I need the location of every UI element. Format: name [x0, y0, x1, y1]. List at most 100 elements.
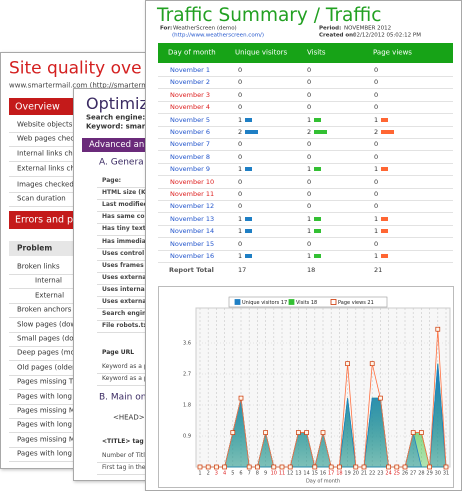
x-tick-label: 11 [279, 471, 285, 477]
x-axis-title: Day of month [306, 479, 340, 485]
x-tick-label: 21 [361, 471, 367, 477]
point-marker [255, 464, 260, 470]
cell-value: 0 [307, 90, 312, 99]
legend-swatch [234, 299, 241, 305]
cell-value: 1 [374, 115, 379, 124]
info-label: Created on: [319, 32, 356, 39]
site-url: (http://www.weatherscreen.com/) [172, 32, 265, 39]
row-label: First tag in the [102, 464, 146, 471]
y-tick-label: 2.7 [183, 372, 191, 378]
value-bar [381, 229, 388, 234]
row-label: Pages missing M [17, 406, 75, 415]
day-label: November 6 [170, 127, 211, 136]
cell-value: 1 [238, 251, 243, 260]
row-label: Scan duration [17, 194, 66, 203]
row-label: Website objects [17, 120, 73, 129]
row-label: <TITLE> tag [102, 438, 144, 445]
page-title: Site quality ove [9, 58, 142, 79]
point-marker [320, 430, 326, 435]
row-line [158, 162, 453, 164]
row-line [158, 262, 453, 263]
x-tick-label: 25 [394, 471, 400, 477]
row-label: Has same colo [102, 213, 151, 221]
x-tick-label: 20 [353, 471, 359, 477]
legend-swatch [330, 299, 337, 305]
legend-label: Unique visitors 17 [242, 300, 287, 306]
cell-value: 1 [238, 226, 243, 235]
row-line [158, 76, 453, 77]
value-bar [381, 167, 388, 172]
traffic-summary-page: Traffic Summary / Traffic For: WeatherScre… [145, 0, 462, 491]
x-tick-label: 14 [303, 471, 309, 477]
sub-title: <HEAD> e [113, 413, 152, 422]
row-line [158, 224, 453, 226]
info-value: NOVEMBER 2012 [344, 25, 392, 32]
point-marker [238, 395, 244, 401]
cell-value: 1 [307, 214, 312, 223]
point-marker [197, 464, 203, 470]
row-label: File robots.txt [102, 322, 151, 330]
legend-label: Page views 21 [338, 300, 374, 306]
x-tick-label: 29 [426, 471, 432, 477]
cell-value: 0 [238, 202, 243, 211]
x-tick-label: 9 [264, 471, 267, 477]
total-value: 21 [374, 265, 383, 274]
row-line [158, 200, 453, 201]
column-title: Unique visitors [235, 48, 288, 57]
x-tick-label: 15 [312, 471, 318, 477]
row-line [158, 237, 453, 239]
cell-value: 0 [238, 140, 243, 149]
column-title: Visits [307, 48, 326, 57]
day-label: November 16 [170, 251, 215, 260]
day-label: November 11 [170, 189, 215, 198]
row-line [158, 187, 453, 189]
info-value: 02/12/2012 05:02:12 PM [353, 32, 421, 39]
value-bar [245, 130, 258, 134]
cell-value: 0 [374, 177, 379, 186]
day-label: November 1 [170, 65, 211, 74]
value-bar [245, 117, 252, 122]
cell-value: 1 [374, 226, 379, 235]
x-tick-label: 27 [410, 471, 416, 477]
cell-value: 1 [307, 164, 312, 173]
info-value: WeatherScreen (demo) [173, 25, 237, 32]
point-marker [361, 464, 367, 470]
cell-value: 0 [307, 78, 312, 87]
group-title: A. Genera [99, 157, 144, 168]
column-title: Problem [17, 243, 53, 253]
x-tick-label: 8 [256, 471, 259, 477]
cell-value: 2 [374, 127, 379, 136]
x-tick-label: 1 [198, 471, 201, 477]
day-label: November 3 [170, 90, 211, 99]
row-label: Slow pages (dow [17, 320, 77, 329]
cell-value: 0 [238, 177, 243, 186]
y-tick-label: 3.6 [183, 341, 191, 347]
point-marker [402, 464, 408, 470]
row-label: Uses internal [102, 285, 147, 293]
row-label: External [35, 291, 65, 300]
row-label: Number of Title [102, 452, 149, 459]
section-title: Errors and pr [15, 214, 77, 226]
row-label: Search engine [102, 310, 151, 318]
day-label: November 14 [170, 226, 215, 235]
x-tick-label: 17 [328, 471, 334, 477]
point-marker [328, 464, 334, 470]
cell-value: 0 [374, 78, 379, 87]
row-label: Page URL [102, 349, 135, 356]
row-label: Internal [35, 276, 62, 285]
traffic-chart: 1 2 3 4 5 6 7 8 9 10 11 12 13 14 15 16 17 18 19 20 21 22 23 24 2… [158, 286, 454, 488]
column-title: Day of month [168, 48, 216, 57]
cell-value: 0 [238, 189, 243, 198]
x-tick-label: 28 [418, 471, 424, 477]
cell-value: 0 [307, 140, 312, 149]
value-bar [381, 254, 388, 258]
cell-value: 0 [238, 78, 243, 87]
x-tick-label: 26 [402, 471, 408, 477]
cell-value: 0 [374, 140, 379, 149]
x-tick-label: 30 [435, 471, 441, 477]
point-marker [337, 464, 342, 470]
cell-value: 0 [374, 189, 379, 198]
row-label: Small pages (dow [17, 334, 80, 343]
point-marker [230, 430, 236, 435]
day-label: November 13 [170, 214, 215, 223]
